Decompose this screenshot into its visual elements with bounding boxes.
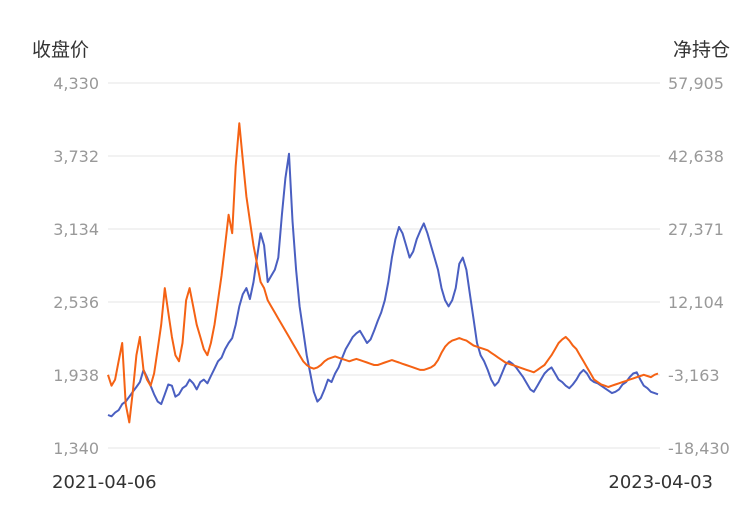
right-tick-label: -3,163 <box>668 366 720 385</box>
series-line-1 <box>107 152 659 418</box>
x-axis-end-label: 2023-04-03 <box>608 472 713 493</box>
right-tick-label: 42,638 <box>668 147 724 166</box>
left-axis-ticks: 4,330 3,732 3,134 2,536 1,938 1,340 <box>53 74 99 458</box>
left-tick-label: 3,134 <box>53 220 99 239</box>
right-tick-label: 27,371 <box>668 220 724 239</box>
right-tick-label: -18,430 <box>668 439 730 458</box>
series-line-2 <box>107 122 659 424</box>
left-tick-label: 3,732 <box>53 147 99 166</box>
right-axis-title: 净持仓 <box>673 39 730 61</box>
x-axis-start-label: 2021-04-06 <box>52 472 157 493</box>
left-tick-label: 4,330 <box>53 74 99 93</box>
left-axis-title: 收盘价 <box>32 39 89 61</box>
right-tick-label: 57,905 <box>668 74 724 93</box>
right-tick-label: 12,104 <box>668 293 724 312</box>
grid-lines <box>108 82 660 449</box>
left-tick-label: 2,536 <box>53 293 99 312</box>
series-lines <box>107 122 659 424</box>
right-axis-ticks: 57,905 42,638 27,371 12,104 -3,163 -18,430 <box>668 74 730 458</box>
left-tick-label: 1,340 <box>53 439 99 458</box>
left-tick-label: 1,938 <box>53 366 99 385</box>
